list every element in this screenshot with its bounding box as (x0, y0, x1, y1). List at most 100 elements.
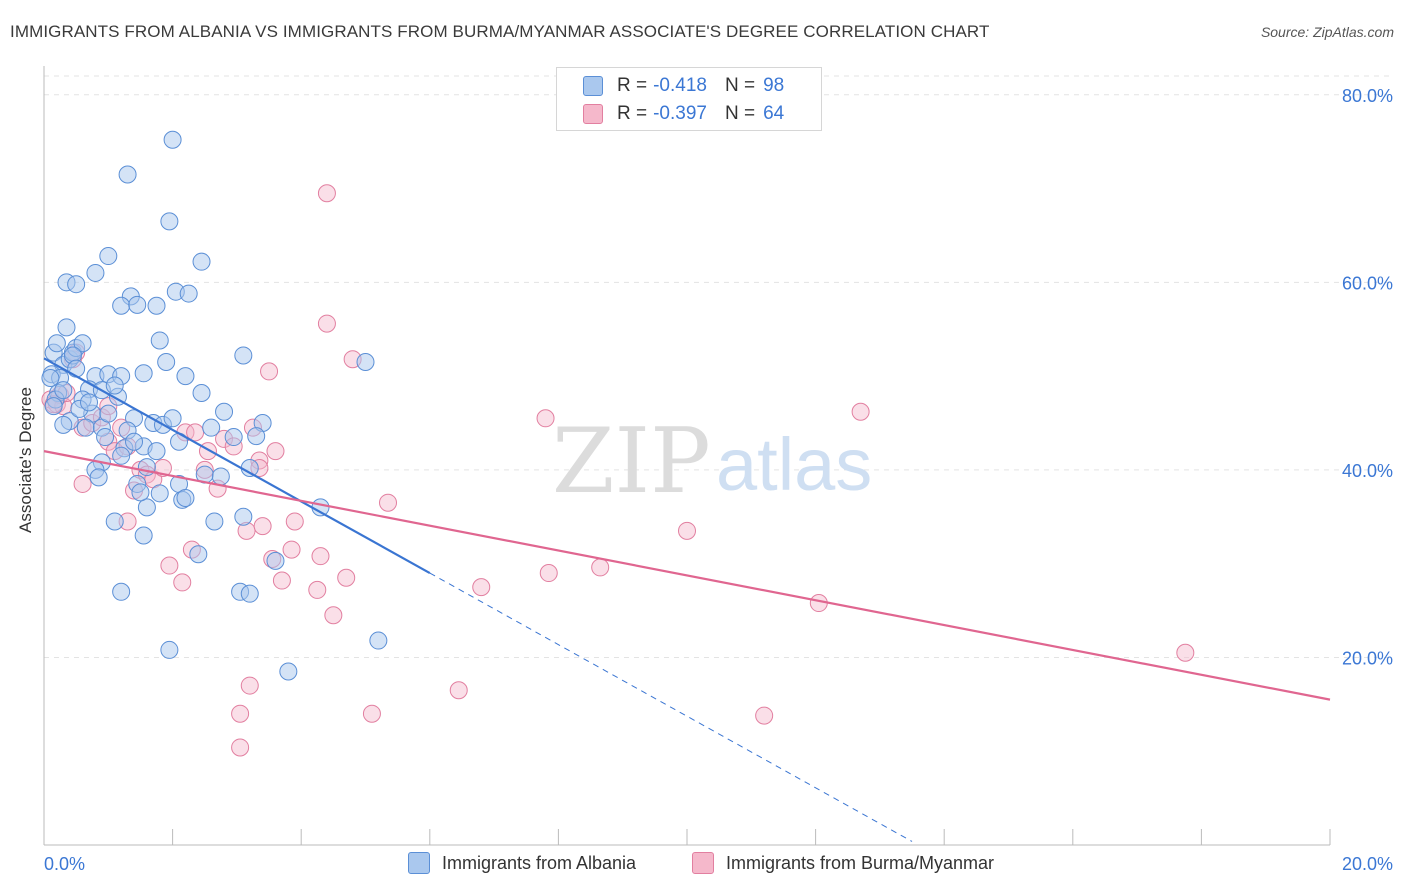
albania-point (105, 376, 124, 395)
albania-point (57, 318, 76, 337)
albania-point (202, 418, 221, 437)
albania-swatch (583, 76, 603, 96)
albania-point (41, 368, 60, 387)
burma-swatch (583, 104, 603, 124)
correlation-legend: R = -0.418 N = 98 R = -0.397 N = 64 (556, 67, 822, 131)
y-tick-label: 80.0% (1342, 86, 1393, 106)
burma-point (317, 184, 336, 203)
burma-point (253, 517, 272, 536)
albania-swatch (408, 852, 430, 874)
burma-point (755, 706, 774, 725)
y-axis-label: Associate's Degree (16, 387, 35, 533)
n-value: 98 (763, 75, 785, 96)
x-tick-label-max: 20.0% (1342, 854, 1393, 874)
legend-row-burma: R = -0.397 N = 64 (583, 101, 784, 127)
burma-point (472, 578, 491, 597)
y-tick-label: 20.0% (1342, 648, 1393, 668)
source-label: Source: ZipAtlas.com (1260, 24, 1394, 40)
albania-point (44, 397, 63, 416)
burma-point (851, 402, 870, 421)
albania-point (160, 640, 179, 659)
albania-point (76, 418, 95, 437)
burma-point (317, 314, 336, 333)
albania-point (160, 212, 179, 231)
albania-point (240, 584, 259, 603)
albania-point (211, 467, 230, 486)
legend-item-albania[interactable]: Immigrants from Albania (408, 852, 636, 874)
albania-point (128, 295, 147, 314)
burma-point (231, 704, 250, 723)
albania-point (150, 331, 169, 350)
watermark-zip: ZIP (552, 409, 711, 514)
albania-trendline-extension (429, 572, 913, 842)
albania-point (147, 442, 166, 461)
albania-point (234, 346, 253, 365)
albania-point (176, 489, 195, 508)
burma-trendline (43, 450, 1331, 701)
albania-point (80, 393, 99, 412)
albania-point (192, 383, 211, 402)
burma-point (266, 442, 285, 461)
albania-point (131, 483, 150, 502)
n-label: N = (724, 103, 756, 124)
burma-point (308, 580, 327, 599)
albania-point (157, 353, 176, 372)
albania-point (189, 545, 208, 564)
burma-point (324, 606, 343, 625)
y-tick-label: 60.0% (1342, 273, 1393, 293)
albania-point (163, 130, 182, 149)
legend-item-burma[interactable]: Immigrants from Burma/Myanmar (692, 852, 994, 874)
burma-point (379, 493, 398, 512)
legend-label-albania: Immigrants from Albania (442, 852, 637, 873)
watermark-atlas: atlas (716, 423, 872, 506)
albania-point (279, 662, 298, 681)
burma-point (260, 362, 279, 381)
x-tick-label-min: 0.0% (44, 854, 85, 874)
albania-point (99, 404, 118, 423)
albania-point (73, 334, 92, 353)
r-label: R = (617, 75, 648, 96)
chart-title: IMMIGRANTS FROM ALBANIA VS IMMIGRANTS FR… (10, 22, 990, 41)
burma-point (73, 474, 92, 493)
burma-point (173, 573, 192, 592)
albania-point (192, 252, 211, 271)
albania-point (86, 263, 105, 282)
burma-point (449, 681, 468, 700)
trend-lines (43, 357, 1331, 842)
burma-swatch (692, 852, 714, 874)
albania-point (147, 296, 166, 315)
albania-point (112, 296, 131, 315)
albania-point (67, 275, 86, 294)
burma-point (536, 409, 555, 428)
albania-point (54, 415, 73, 434)
burma-point (362, 704, 381, 723)
burma-point (539, 564, 558, 583)
burma-point (311, 547, 330, 566)
burma-point (678, 521, 696, 540)
albania-point (247, 427, 266, 446)
albania-point (134, 526, 153, 545)
grid-lines (44, 75, 1392, 658)
burma-point (240, 676, 259, 695)
burma-point (285, 512, 304, 531)
albania-point (179, 284, 198, 303)
n-label: N = (724, 75, 756, 96)
albania-point (176, 367, 195, 386)
albania-point (118, 165, 137, 184)
n-value: 64 (763, 103, 785, 124)
albania-point (67, 359, 86, 378)
albania-point (96, 428, 115, 447)
legend-label-burma: Immigrants from Burma/Myanmar (726, 852, 995, 873)
r-value: -0.418 (653, 75, 707, 96)
albania-point (125, 432, 144, 451)
burma-point (272, 571, 291, 590)
albania-point (105, 512, 124, 531)
albania-trendline (43, 357, 431, 574)
albania-point (150, 484, 169, 503)
albania-point (137, 498, 156, 517)
r-label: R = (617, 103, 648, 124)
albania-points (41, 130, 388, 681)
legend-row-albania: R = -0.418 N = 98 (583, 73, 784, 99)
albania-point (215, 402, 234, 421)
